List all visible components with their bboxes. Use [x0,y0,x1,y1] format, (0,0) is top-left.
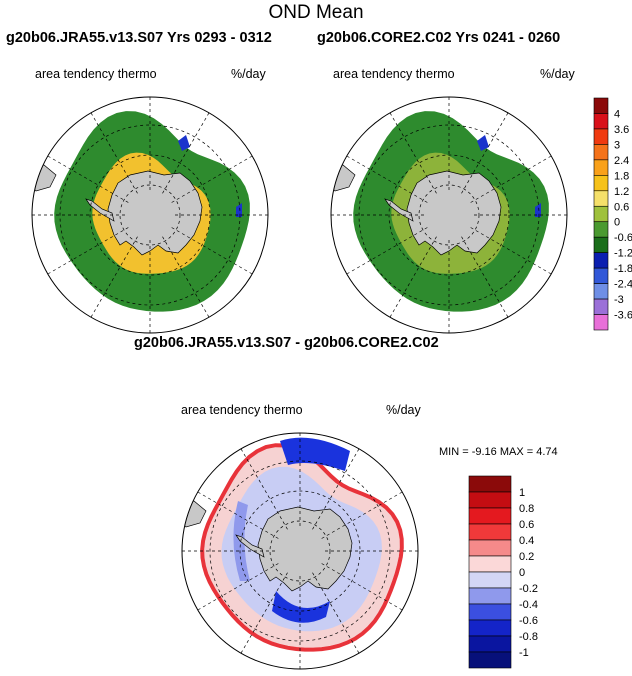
antarctic-peninsula [85,198,115,222]
colorbar-diff-swatch [468,507,512,525]
colorbar-abs-tick-label: -1.8 [614,263,632,275]
colorbar-abs-swatch [593,236,609,253]
colorbar-abs-swatch [593,267,609,284]
panel-1-variable: area tendency thermo [35,67,157,81]
colorbar-abs-tick-label: 4 [614,108,620,120]
colorbar-abs-swatch [593,205,609,223]
colorbar-abs-swatch [593,144,609,161]
colorbar-diff-swatch [468,619,512,637]
min-max-label: MIN = -9.16 MAX = 4.74 [439,446,558,458]
colorbar-diff-tick-label: 1 [519,487,525,499]
colorbar-abs-tick-label: -0.6 [614,232,632,244]
parallel-circle [209,460,391,642]
negative-hotspot-north [178,135,190,151]
panel-2-variable: area tendency thermo [333,67,455,81]
colorbar-difference: 1 0.8 0.6 0.4 0.2 0 -0.2 -0.4 -0.6 -0.8 -1 [468,475,538,669]
colorbar-abs-swatch [593,97,609,114]
map-fill-group [331,97,567,333]
parallel-circle [269,520,331,582]
map-boundary [31,96,269,334]
colorbar-absolute: 4 3.6 3 2.4 1.8 1.2 0.6 0 -0.6 -1.2 -1.8 -2.4 -3 -3.6 [593,97,632,331]
colorbar-diff-tick-label: -0.8 [519,631,538,643]
colorbar-diff-swatch [468,539,512,557]
graticule [182,433,418,669]
colorbar-diff-swatch [468,587,512,605]
colorbar-diff-tick-label: 0.4 [519,535,534,547]
colorbar-diff-tick-label: 0.6 [519,519,534,531]
colorbar-abs-tick-label: -3.6 [614,310,632,322]
colorbar-diff-swatch [468,555,512,573]
colorbar-diff-tick-label: 0 [519,567,525,579]
graticule [331,97,567,333]
map-boundary [181,432,419,670]
map-fill-group [32,97,268,333]
panel-1-title: g20b06.JRA55.v13.S07 Yrs 0293 - 0312 [6,30,272,46]
colorbar-diff-tick-label: 0.8 [519,503,534,515]
colorbar-abs-swatch [593,314,609,331]
panel-1-units: %/day [231,67,266,81]
negative-band-north [280,437,350,471]
colorbar-abs-tick-label: -2.4 [614,279,632,291]
map-boundary [330,96,568,334]
panel-2-units: %/day [540,67,575,81]
colorbar-abs-swatch [593,175,609,192]
colorbar-abs-tick-label: 0.6 [614,201,629,213]
colorbar-abs-swatch [593,221,609,238]
negative-hotspot-east [535,203,541,217]
antarctica-land [107,170,203,256]
colorbar-abs-swatch [593,298,609,315]
colorbar-diff-swatch [468,603,512,621]
colorbar-diff-swatch [468,475,512,493]
parallel-circle [388,154,510,276]
antarctica-land [257,506,353,592]
antarctic-peninsula [235,534,265,558]
negative-band-south [272,591,330,623]
parallel-circle [418,184,480,246]
panel-2-title: g20b06.CORE2.C02 Yrs 0241 - 0260 [317,30,561,46]
ice-edge-band [200,443,404,652]
panel-3-variable: area tendency thermo [181,403,303,417]
colorbar-abs-tick-label: 0 [614,217,620,229]
parallel-circle [358,124,540,306]
colorbar-abs-tick-label: 3 [614,139,620,151]
negative-hotspot-east [236,203,242,217]
colorbar-abs-swatch [593,113,609,130]
map-fill-group [182,433,418,669]
colorbar-diff-swatch [468,523,512,541]
colorbar-abs-swatch [593,252,609,269]
parallel-circle [59,124,241,306]
parallel-circle [89,154,211,276]
colorbar-diff-swatch [468,491,512,509]
colorbar-diff-tick-label: -1 [519,647,529,659]
colorbar-diff-swatch [468,635,512,653]
colorbar-abs-swatch [593,159,609,176]
antarctica-land [406,170,502,256]
colorbar-abs-swatch [593,283,609,300]
colorbar-abs-tick-label: -3 [614,294,624,306]
colorbar-diff-tick-label: -0.2 [519,583,538,595]
colorbar-diff-tick-label: -0.4 [519,599,538,611]
colorbar-diff-swatch [468,651,512,669]
antarctic-peninsula [384,198,414,222]
parallel-circle [119,184,181,246]
colorbar-abs-tick-label: 1.8 [614,170,629,182]
negative-hotspot-north [477,135,489,151]
colorbar-abs-tick-label: 2.4 [614,155,629,167]
colorbar-abs-tick-label: 3.6 [614,124,629,136]
panel-3-units: %/day [386,403,421,417]
colorbar-abs-tick-label: 1.2 [614,186,629,198]
colorbar-abs-tick-label: -1.2 [614,248,632,260]
panel-2-polar-map [330,96,568,334]
panel-3-polar-map [181,432,419,670]
colorbar-diff-tick-label: -0.6 [519,615,538,627]
graticule [32,97,268,333]
figure-title: OND Mean [268,2,364,23]
panel-3-title: g20b06.JRA55.v13.S07 - g20b06.CORE2.C02 [134,335,439,351]
colorbar-abs-swatch [593,190,609,207]
panel-1-polar-map [31,96,269,334]
colorbar-diff-tick-label: 0.2 [519,551,534,563]
parallel-circle [239,490,361,612]
colorbar-diff-swatch [468,571,512,589]
colorbar-abs-swatch [593,128,609,145]
